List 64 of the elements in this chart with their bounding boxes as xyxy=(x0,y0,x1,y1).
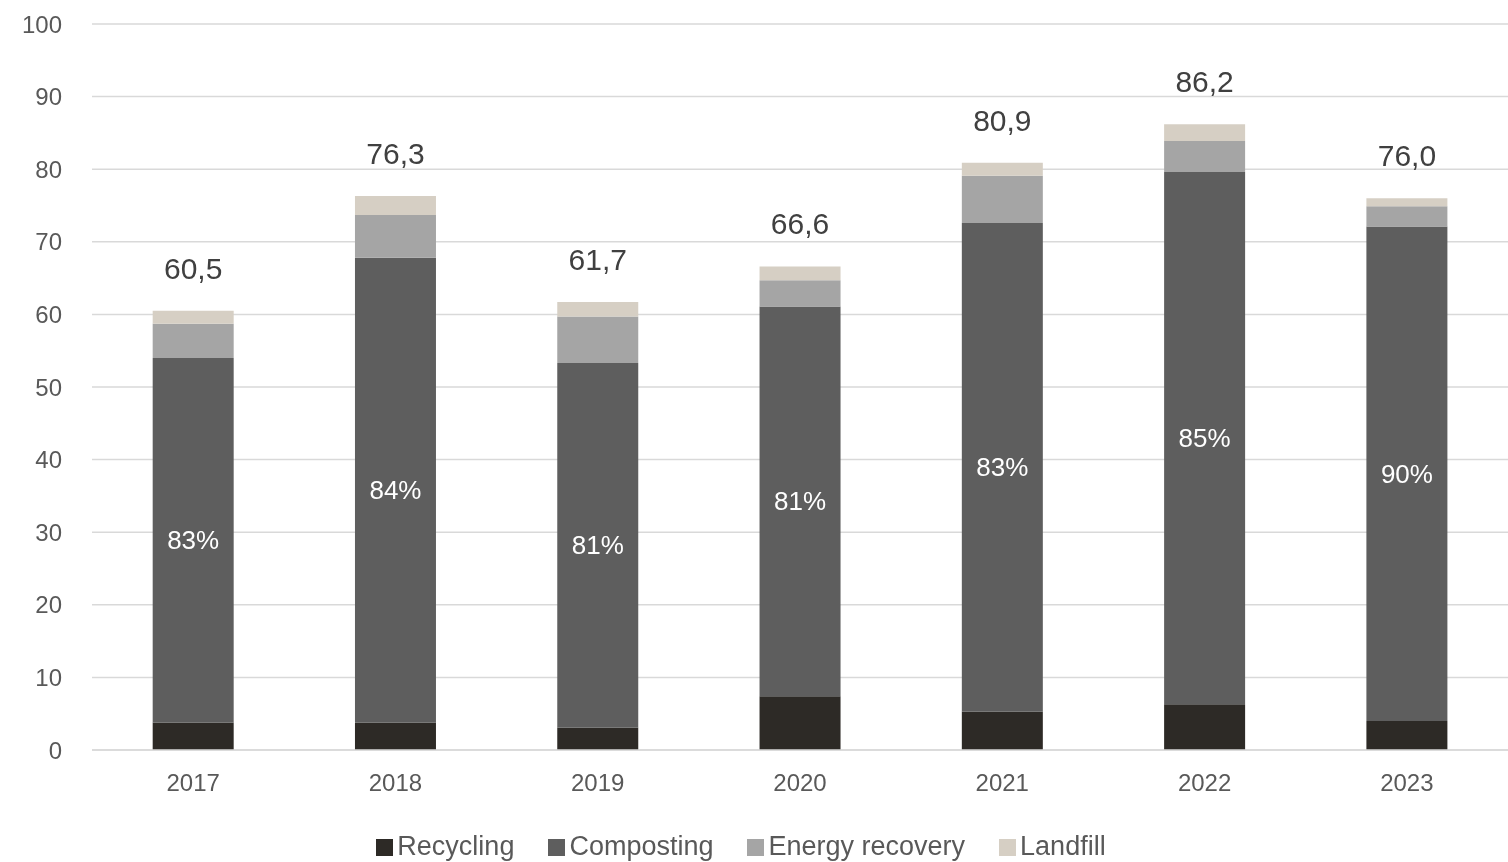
total-label: 61,7 xyxy=(568,243,627,277)
bar xyxy=(1164,704,1246,750)
y-tick-label: 50 xyxy=(35,373,62,401)
bar xyxy=(152,323,234,358)
x-tick-label: 2021 xyxy=(975,769,1029,797)
legend-label: Energy recovery xyxy=(768,831,966,861)
bar xyxy=(354,214,436,258)
y-tick-label: 0 xyxy=(48,736,62,764)
total-label: 76,0 xyxy=(1377,139,1437,173)
bar xyxy=(1366,226,1448,721)
bar xyxy=(961,175,1043,223)
bar xyxy=(1164,124,1246,141)
y-tick-label: 10 xyxy=(35,663,62,691)
total-label: 66,6 xyxy=(770,207,830,241)
bar xyxy=(354,722,436,750)
legend-label: Landfill xyxy=(1020,831,1106,861)
bar xyxy=(152,357,234,723)
legend-label: Composting xyxy=(569,831,714,861)
total-label: 80,9 xyxy=(973,103,1032,137)
bar xyxy=(759,696,841,750)
x-tick-label: 2019 xyxy=(571,769,625,797)
x-tick-label: 2017 xyxy=(166,769,220,797)
bar xyxy=(1366,720,1448,750)
bar xyxy=(354,257,436,723)
x-tick-label: 2020 xyxy=(773,769,827,797)
x-tick-label: 2023 xyxy=(1380,769,1434,797)
x-tick-label: 2022 xyxy=(1177,769,1232,797)
y-tick-label: 70 xyxy=(35,228,62,256)
annotation: 85% xyxy=(1178,423,1231,454)
bar xyxy=(961,162,1043,176)
bar xyxy=(1164,172,1246,705)
total-label: 86,2 xyxy=(1175,65,1234,99)
total-label: 60,5 xyxy=(163,251,223,285)
bar xyxy=(759,306,841,697)
y-tick-label: 30 xyxy=(35,518,62,546)
annotation: 90% xyxy=(1380,458,1433,489)
bar xyxy=(961,222,1043,712)
annotation: 83% xyxy=(976,452,1029,483)
bar xyxy=(557,302,639,317)
bar xyxy=(961,711,1043,750)
legend-label: Recycling xyxy=(397,831,515,861)
bar xyxy=(759,280,841,307)
bar xyxy=(557,363,639,728)
annotation: 81% xyxy=(774,486,827,517)
bar xyxy=(1366,206,1448,227)
annotation: 83% xyxy=(167,525,220,556)
y-tick-label: 90 xyxy=(35,83,62,111)
bar xyxy=(152,310,234,324)
x-tick-label: 2018 xyxy=(368,769,423,797)
bar xyxy=(354,196,436,215)
annotation: 81% xyxy=(571,530,624,561)
bar xyxy=(557,727,639,750)
bar xyxy=(152,722,234,750)
y-tick-label: 80 xyxy=(35,155,62,183)
bar xyxy=(1366,198,1448,207)
y-tick-label: 20 xyxy=(35,591,62,619)
y-tick-label: 60 xyxy=(35,300,62,328)
total-label: 76,3 xyxy=(366,137,425,171)
bar xyxy=(1164,140,1246,173)
annotation: 84% xyxy=(369,475,422,506)
bar xyxy=(759,266,841,281)
y-tick-label: 100 xyxy=(21,10,62,38)
bar xyxy=(557,316,639,364)
y-tick-label: 40 xyxy=(35,446,62,474)
